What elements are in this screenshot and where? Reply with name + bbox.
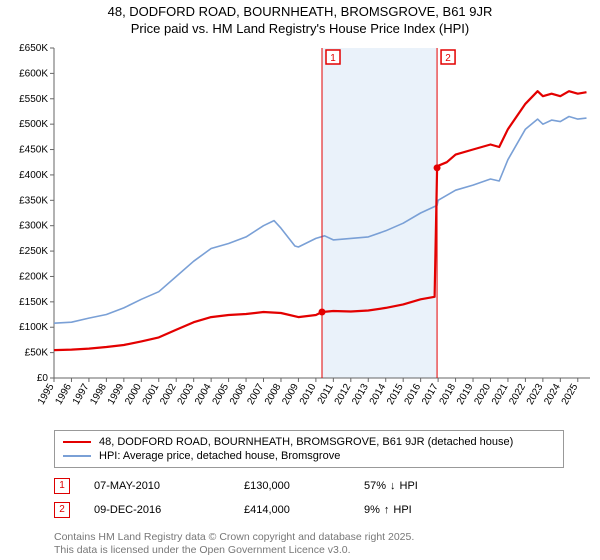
svg-text:£350K: £350K xyxy=(19,195,48,206)
legend-label: HPI: Average price, detached house, Brom… xyxy=(99,450,340,462)
sale-row: 2 09-DEC-2016£414,0009% ↑HPI xyxy=(54,502,564,518)
svg-text:1999: 1999 xyxy=(106,382,127,407)
sale-diff: 9% ↑HPI xyxy=(364,504,412,516)
svg-text:£150K: £150K xyxy=(19,297,48,308)
svg-text:2019: 2019 xyxy=(455,382,476,407)
svg-text:2017: 2017 xyxy=(420,382,441,407)
svg-text:2005: 2005 xyxy=(211,382,232,407)
svg-text:2016: 2016 xyxy=(403,382,424,407)
arrow-up-icon: ↑ xyxy=(384,504,390,516)
title-line2: Price paid vs. HM Land Registry's House … xyxy=(131,21,469,36)
svg-text:£50K: £50K xyxy=(25,348,49,359)
sale-row: 1 07-MAY-2010£130,00057% ↓ HPI xyxy=(54,478,564,494)
chart-title: 48, DODFORD ROAD, BOURNHEATH, BROMSGROVE… xyxy=(0,0,600,38)
sale-date: 09-DEC-2016 xyxy=(94,504,244,516)
svg-text:2000: 2000 xyxy=(123,382,144,407)
svg-text:£100K: £100K xyxy=(19,322,48,333)
svg-text:2014: 2014 xyxy=(368,382,389,407)
footer-line1: Contains HM Land Registry data © Crown c… xyxy=(54,531,414,543)
sale-date: 07-MAY-2010 xyxy=(94,480,244,492)
svg-text:1995: 1995 xyxy=(36,382,57,407)
svg-text:2006: 2006 xyxy=(228,382,249,407)
svg-text:2021: 2021 xyxy=(490,382,511,407)
svg-text:2023: 2023 xyxy=(525,382,546,407)
legend-swatch xyxy=(63,455,91,457)
sale-diff-pct: 57% xyxy=(364,480,386,492)
svg-text:2015: 2015 xyxy=(385,382,406,407)
svg-text:2025: 2025 xyxy=(560,382,581,407)
svg-text:1: 1 xyxy=(330,53,336,64)
sale-diff-suffix: HPI xyxy=(393,504,411,516)
sale-diff-pct: 9% xyxy=(364,504,380,516)
legend: 48, DODFORD ROAD, BOURNHEATH, BROMSGROVE… xyxy=(54,430,564,468)
svg-text:1996: 1996 xyxy=(53,382,74,407)
footer-attribution: Contains HM Land Registry data © Crown c… xyxy=(54,531,414,558)
svg-text:2018: 2018 xyxy=(438,382,459,407)
svg-text:2012: 2012 xyxy=(333,382,354,407)
svg-text:£300K: £300K xyxy=(19,221,48,232)
svg-text:2004: 2004 xyxy=(193,382,214,407)
sale-diff: 57% ↓ HPI xyxy=(364,480,418,492)
svg-text:1997: 1997 xyxy=(71,382,92,407)
arrow-down-icon: ↓ xyxy=(390,480,396,492)
price-hpi-chart: £0£50K£100K£150K£200K£250K£300K£350K£400… xyxy=(0,40,600,425)
legend-item: HPI: Average price, detached house, Brom… xyxy=(63,449,555,463)
svg-text:1998: 1998 xyxy=(88,382,109,407)
svg-text:2010: 2010 xyxy=(298,382,319,407)
svg-text:2008: 2008 xyxy=(263,382,284,407)
sale-marker-number: 1 xyxy=(54,478,70,494)
legend-label: 48, DODFORD ROAD, BOURNHEATH, BROMSGROVE… xyxy=(99,436,513,448)
svg-text:£200K: £200K xyxy=(19,271,48,282)
sale-diff-suffix: HPI xyxy=(400,480,418,492)
svg-text:£600K: £600K xyxy=(19,68,48,79)
svg-text:2003: 2003 xyxy=(176,382,197,407)
svg-text:£500K: £500K xyxy=(19,119,48,130)
svg-text:2007: 2007 xyxy=(245,382,266,407)
svg-text:2009: 2009 xyxy=(280,382,301,407)
title-line1: 48, DODFORD ROAD, BOURNHEATH, BROMSGROVE… xyxy=(108,4,493,19)
footer-line2: This data is licensed under the Open Gov… xyxy=(54,544,351,556)
svg-text:2020: 2020 xyxy=(472,382,493,407)
svg-text:£400K: £400K xyxy=(19,170,48,181)
svg-text:2002: 2002 xyxy=(158,382,179,407)
svg-text:£650K: £650K xyxy=(19,43,48,54)
legend-item: 48, DODFORD ROAD, BOURNHEATH, BROMSGROVE… xyxy=(63,435,555,449)
svg-text:2001: 2001 xyxy=(141,382,162,407)
svg-text:£250K: £250K xyxy=(19,246,48,257)
sale-marker-number: 2 xyxy=(54,502,70,518)
svg-text:2: 2 xyxy=(445,53,451,64)
svg-text:2024: 2024 xyxy=(542,382,563,407)
svg-text:£550K: £550K xyxy=(19,94,48,105)
svg-text:2022: 2022 xyxy=(507,382,528,407)
sale-price: £414,000 xyxy=(244,504,364,516)
legend-swatch xyxy=(63,441,91,443)
svg-text:£450K: £450K xyxy=(19,145,48,156)
svg-text:2013: 2013 xyxy=(350,382,371,407)
sale-price: £130,000 xyxy=(244,480,364,492)
